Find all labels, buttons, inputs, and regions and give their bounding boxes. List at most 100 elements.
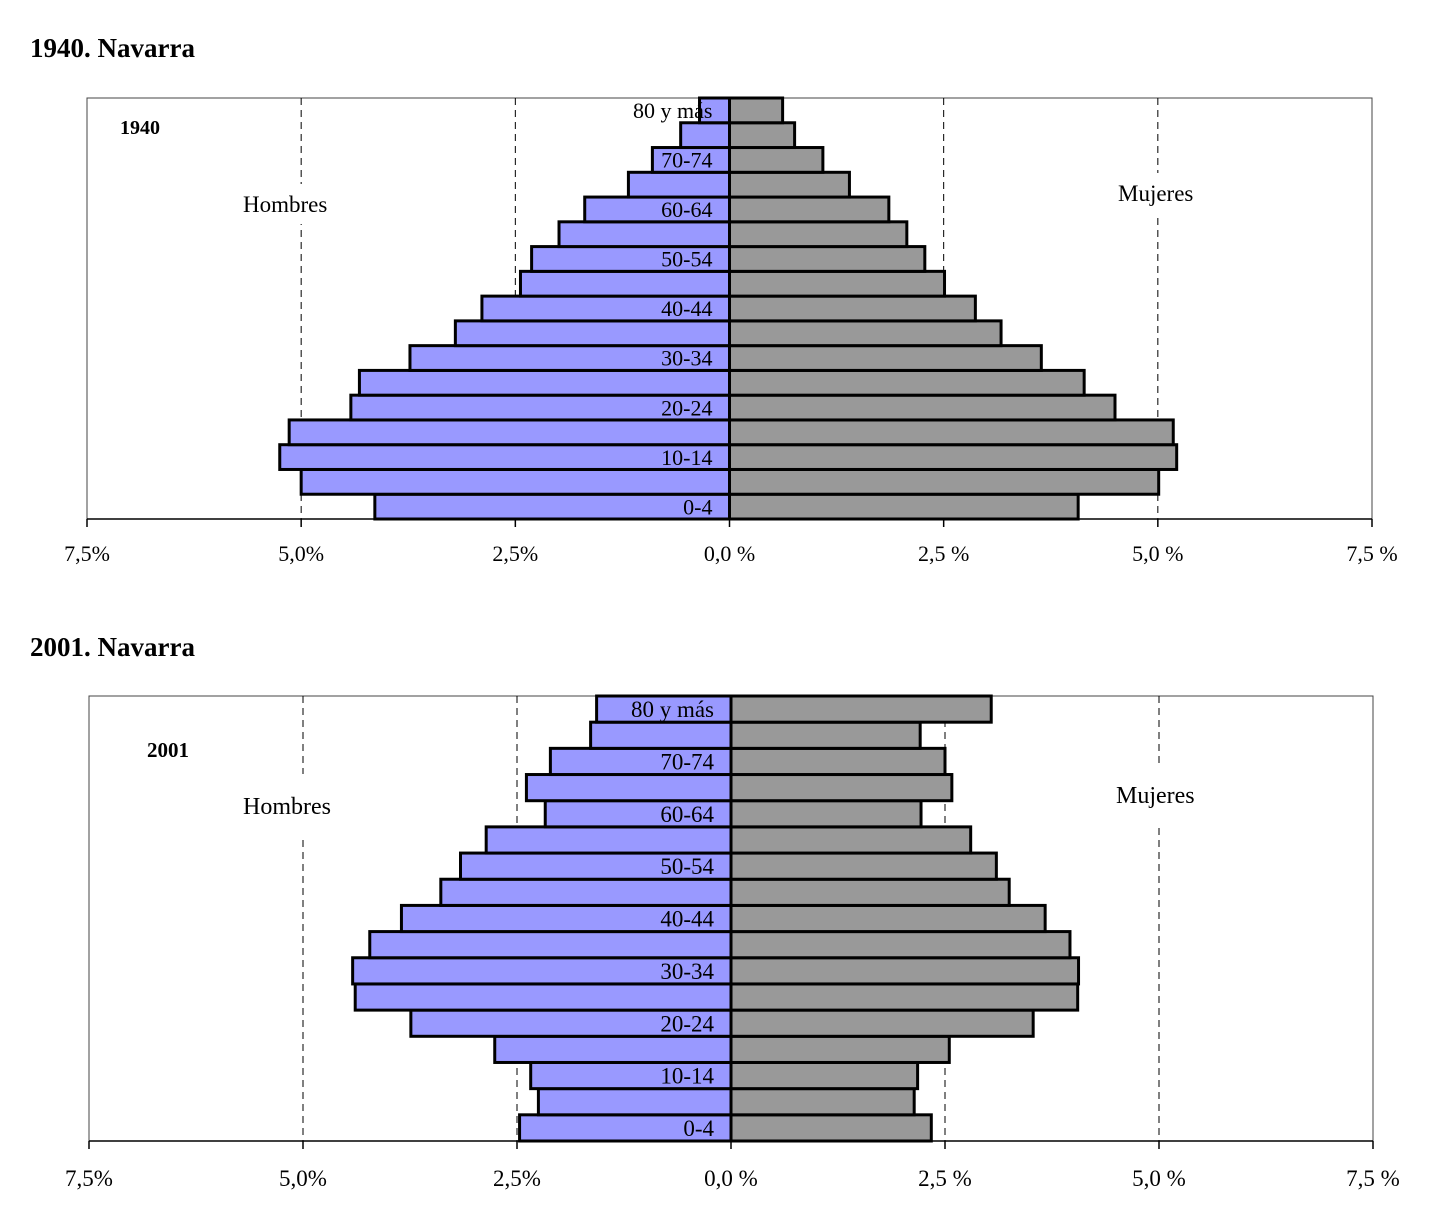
bar-mujeres-17 xyxy=(729,694,993,724)
bar-hombres-13 xyxy=(583,195,731,224)
age-group-label: 20-24 xyxy=(661,395,712,420)
bar-hombres-5 xyxy=(349,393,731,422)
bar-hombres-2 xyxy=(299,467,731,496)
bar-mujeres-13 xyxy=(728,195,891,224)
bar-mujeres-16 xyxy=(728,121,797,150)
x-axis: 7,5% 5,0% 2,5% 0,0 % 2,5 % 5,0 % 7,5 % xyxy=(65,1140,1400,1191)
bar-hombres-6 xyxy=(353,982,733,1012)
age-group-label: 30-34 xyxy=(661,346,712,371)
series-label-hombres: Hombres xyxy=(243,192,327,217)
bar-mujeres-13 xyxy=(729,799,923,829)
bar-mujeres-8 xyxy=(729,930,1072,960)
bar-hombres-12 xyxy=(557,220,731,249)
bar-mujeres-7 xyxy=(728,344,1043,372)
age-group-label: 70-74 xyxy=(661,148,712,173)
age-group-label: 40-44 xyxy=(660,907,714,932)
bar-hombres-15 xyxy=(548,746,733,777)
bar-mujeres-11 xyxy=(729,851,998,881)
hombres-label-background xyxy=(236,184,336,224)
bar-mujeres-9 xyxy=(728,294,977,323)
bar-mujeres-2 xyxy=(729,1087,916,1117)
pyramid-chart-1940: 1940. Navarra 1940 Hombres Mujeres 0-4 10… xyxy=(30,33,1398,566)
x-tick-label: 7,5% xyxy=(65,1166,113,1191)
bar-hombres-15 xyxy=(650,146,732,174)
bar-hombres-12 xyxy=(484,825,733,855)
bar-hombres-10 xyxy=(518,269,731,298)
age-group-label: 50-54 xyxy=(661,247,712,272)
bar-mujeres-11 xyxy=(728,245,927,273)
x-tick-label: 5,0 % xyxy=(1132,1166,1186,1191)
bar-mujeres-14 xyxy=(729,773,954,803)
bar-mujeres-14 xyxy=(728,170,851,199)
bar-hombres-4 xyxy=(493,1034,733,1064)
chart-title: 1940. Navarra xyxy=(30,33,195,63)
bar-mujeres-7 xyxy=(729,956,1081,986)
x-tick-label: 0,0 % xyxy=(704,541,755,566)
bar-mujeres-1 xyxy=(728,492,1080,521)
bar-hombres-9 xyxy=(399,903,733,934)
x-tick-label: 7,5 % xyxy=(1346,541,1397,566)
x-axis: 7,5% 5,0% 2,5% 0,0 % 2,5 % 5,0 % 7,5 % xyxy=(64,518,1398,566)
age-group-label: 20-24 xyxy=(660,1011,714,1036)
series-label-mujeres: Mujeres xyxy=(1116,783,1195,809)
bar-hombres-14 xyxy=(626,170,731,199)
age-group-label: 60-64 xyxy=(660,802,714,827)
age-group-label: 30-34 xyxy=(660,959,714,984)
age-group-label: 50-54 xyxy=(660,854,714,879)
age-group-label: 0-4 xyxy=(683,494,712,519)
mujeres-label-background xyxy=(1112,173,1202,213)
age-group-labels: 0-4 10-14 20-24 30-34 40-44 50-54 60-64 70-74 80… xyxy=(631,697,715,1141)
age-group-label: 40-44 xyxy=(661,296,712,321)
bar-mujeres-5 xyxy=(728,393,1117,422)
bar-mujeres-3 xyxy=(729,1060,920,1091)
x-tick-label: 7,5 % xyxy=(1346,1166,1400,1191)
age-group-label: 60-64 xyxy=(661,197,712,222)
chart-year-label: 2001 xyxy=(147,738,189,762)
bar-mujeres-15 xyxy=(729,746,947,777)
age-group-label: 0-4 xyxy=(683,1116,714,1141)
age-group-label: 80 y más xyxy=(631,697,714,722)
age-group-label: 10-14 xyxy=(660,1064,714,1089)
hombres-label-background xyxy=(236,774,340,838)
age-group-label: 70-74 xyxy=(660,749,714,774)
bar-hombres-8 xyxy=(368,930,733,960)
x-tick-label: 2,5% xyxy=(492,541,538,566)
bar-hombres-11 xyxy=(530,245,731,273)
chart-year-label: 1940 xyxy=(120,117,160,139)
x-tick-label: 5,0% xyxy=(278,541,324,566)
x-tick-label: 7,5% xyxy=(64,541,110,566)
x-tick-label: 5,0 % xyxy=(1132,541,1183,566)
bar-mujeres-6 xyxy=(728,368,1086,397)
bar-mujeres-12 xyxy=(728,220,909,249)
bars xyxy=(278,96,1179,521)
age-group-label: 80 y más xyxy=(633,98,712,123)
bar-hombres-14 xyxy=(524,773,733,803)
bar-hombres-2 xyxy=(536,1087,733,1117)
bars xyxy=(351,694,1081,1143)
bar-mujeres-10 xyxy=(729,877,1011,907)
bar-mujeres-16 xyxy=(729,720,922,750)
bar-mujeres-12 xyxy=(729,825,973,855)
bar-mujeres-5 xyxy=(729,1008,1035,1038)
chart-annotations: 1940 Hombres Mujeres xyxy=(120,117,1202,224)
bar-hombres-7 xyxy=(351,956,733,986)
x-tick-label: 0,0 % xyxy=(704,1166,758,1191)
mujeres-label-background xyxy=(1110,763,1202,827)
bar-mujeres-9 xyxy=(729,903,1047,934)
bar-mujeres-15 xyxy=(728,146,825,174)
bar-mujeres-3 xyxy=(728,443,1179,471)
bar-hombres-4 xyxy=(287,418,731,447)
bar-mujeres-1 xyxy=(729,1113,933,1143)
bar-hombres-9 xyxy=(480,294,731,323)
bar-mujeres-8 xyxy=(728,319,1003,348)
age-group-labels: 0-4 10-14 20-24 30-34 40-44 50-54 60-64 70-74 80… xyxy=(633,98,712,519)
bar-mujeres-10 xyxy=(728,269,947,298)
bar-hombres-6 xyxy=(357,368,731,397)
x-tick-label: 2,5 % xyxy=(918,1166,972,1191)
bar-hombres-3 xyxy=(278,443,731,471)
age-group-label: 10-14 xyxy=(661,445,712,470)
bar-mujeres-6 xyxy=(729,982,1080,1012)
bar-hombres-10 xyxy=(439,877,733,907)
pyramid-chart-2001: 2001. Navarra 2001 Hombres Mujeres 0-4 10… xyxy=(30,632,1400,1191)
